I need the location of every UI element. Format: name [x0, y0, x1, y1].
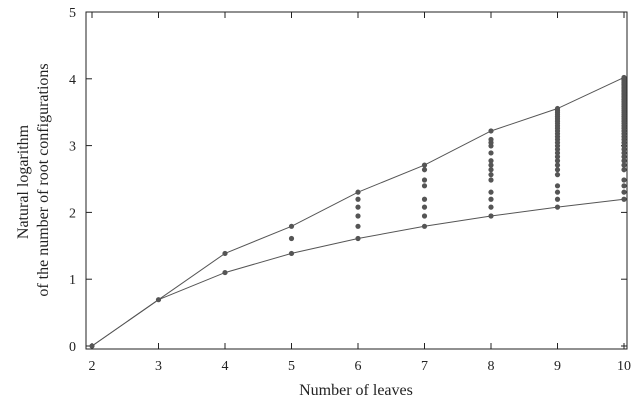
- data-point: [621, 150, 627, 156]
- x-axis-ticks: 2 3 4 5 6 7 8 9 10: [89, 12, 631, 374]
- data-point: [488, 128, 494, 134]
- x-tick-label: 4: [222, 359, 229, 374]
- data-point: [355, 204, 361, 210]
- x-tick-label: 6: [355, 359, 362, 374]
- data-point: [621, 162, 627, 168]
- x-tick-label: 10: [617, 359, 631, 374]
- data-point: [488, 189, 494, 195]
- data-point: [222, 250, 228, 257]
- y-axis-ticks: 0 1 2 3 4 5: [69, 6, 627, 355]
- data-point: [554, 150, 561, 156]
- data-point: [89, 343, 95, 349]
- upper-bound-line: [91, 77, 625, 347]
- data-point: [621, 183, 627, 189]
- y-axis-title: Natural logarithm of the number of root …: [15, 63, 52, 296]
- data-point: [554, 183, 561, 189]
- plot-frame: [85, 11, 628, 350]
- y-axis-title-line-2: of the number of root configurations: [35, 63, 52, 296]
- y-axis-title-line-1: Natural logarithm: [15, 124, 32, 239]
- data-point: [621, 74, 627, 81]
- data-point: [421, 162, 428, 168]
- data-point: [621, 154, 627, 160]
- data-point: [488, 167, 494, 173]
- data-point: [554, 189, 561, 195]
- data-point: [488, 158, 494, 164]
- data-point: [355, 213, 361, 219]
- y-tick-label: 0: [69, 340, 76, 355]
- y-tick-label: 4: [69, 73, 76, 88]
- data-point: [222, 269, 228, 276]
- data-point: [621, 189, 627, 195]
- data-point: [554, 158, 561, 164]
- data-point: [554, 105, 561, 112]
- data-point: [488, 196, 494, 202]
- data-point: [421, 213, 428, 219]
- data-point: [621, 177, 627, 183]
- data-point: [621, 158, 627, 164]
- y-tick-label: 3: [69, 140, 76, 155]
- lower-bound-line: [91, 198, 625, 347]
- data-point: [554, 204, 561, 210]
- y-tick-label: 2: [69, 206, 76, 221]
- data-point: [421, 177, 428, 183]
- data-point: [621, 167, 627, 173]
- data-point: [554, 196, 561, 202]
- data-point: [355, 235, 361, 242]
- data-point: [554, 162, 561, 168]
- data-point: [488, 136, 494, 143]
- x-axis-title: Number of leaves: [299, 382, 413, 399]
- data-point: [355, 223, 361, 229]
- y-tick-label: 5: [69, 6, 76, 21]
- x-tick-label: 2: [89, 359, 96, 374]
- data-point: [421, 204, 428, 210]
- data-point: [288, 235, 295, 242]
- data-point: [554, 167, 561, 173]
- data-point: [421, 196, 428, 202]
- data-point: [554, 154, 561, 160]
- series-lines: [91, 77, 625, 347]
- x-tick-label: 8: [488, 359, 495, 374]
- x-tick-label: 9: [554, 359, 561, 374]
- data-point: [355, 189, 361, 195]
- x-tick-label: 3: [155, 359, 162, 374]
- data-point: [155, 297, 162, 303]
- data-point: [621, 196, 627, 202]
- data-point: [488, 213, 494, 219]
- data-point: [488, 177, 494, 183]
- y-tick-label: 1: [69, 273, 76, 288]
- data-point: [421, 167, 428, 173]
- data-point: [421, 223, 428, 229]
- data-point: [488, 162, 494, 168]
- data-point: [421, 183, 428, 189]
- data-point: [288, 223, 295, 229]
- data-point: [488, 204, 494, 210]
- data-point: [288, 250, 295, 257]
- data-point: [488, 150, 494, 156]
- x-tick-label: 7: [421, 359, 428, 374]
- data-point: [554, 172, 561, 178]
- data-points: [89, 74, 627, 349]
- x-tick-label: 5: [288, 359, 295, 374]
- data-point: [355, 196, 361, 202]
- data-point: [488, 172, 494, 178]
